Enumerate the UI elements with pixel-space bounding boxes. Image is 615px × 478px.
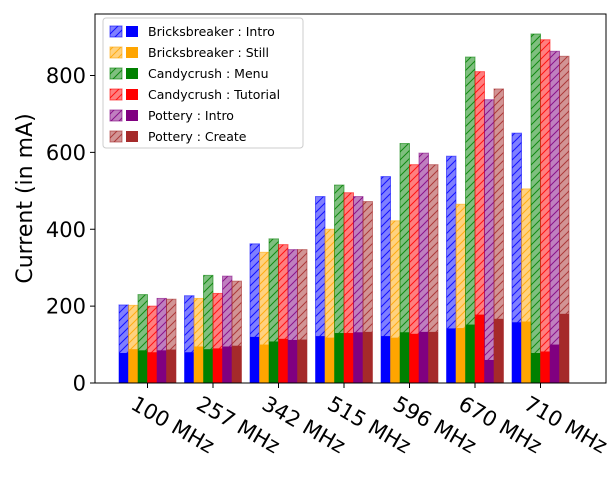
- bar-base-4-3: [353, 332, 363, 383]
- y-axis: 0 200 400 600 800: [46, 64, 95, 396]
- bar-base-2-5: [465, 324, 475, 383]
- bar-base-2-0: [138, 350, 148, 383]
- bar-base-3-6: [540, 351, 550, 383]
- bar-base-4-4: [419, 331, 429, 383]
- y-tick-label-200: 200: [46, 295, 86, 319]
- bar-base-4-1: [222, 346, 232, 383]
- bar-base-4-2: [288, 339, 298, 383]
- bar-total-4-5: [484, 99, 495, 384]
- legend-label-0: Bricksbreaker : Intro: [148, 24, 275, 39]
- y-tick-label-0: 0: [73, 372, 86, 396]
- legend-swatch-hatched-4: [109, 109, 123, 122]
- bar-base-5-0: [166, 349, 176, 383]
- bar-base-0-0: [119, 353, 129, 383]
- legend-swatch-solid-5: [126, 131, 138, 142]
- bar-base-1-6: [521, 321, 531, 383]
- legend-swatch-hatched-2: [109, 67, 123, 80]
- bar-base-4-6: [550, 344, 560, 383]
- bars-layer: [118, 33, 570, 384]
- legend-swatch-hatched-3: [109, 88, 123, 101]
- plot-frame: [94, 13, 607, 384]
- bar-base-5-4: [428, 331, 438, 383]
- bar-base-0-6: [512, 322, 522, 383]
- bar-base-5-5: [494, 318, 504, 383]
- legend-swatch-hatched-5: [109, 130, 123, 143]
- legend-label-3: Candycrush : Tutorial: [148, 87, 280, 102]
- y-tick-label-400: 400: [46, 218, 86, 242]
- legend-swatch-solid-3: [126, 89, 138, 100]
- legend-label-2: Candycrush : Menu: [148, 66, 269, 81]
- legend-swatch-solid-4: [126, 110, 138, 121]
- bar-base-0-2: [250, 336, 260, 383]
- bar-base-1-2: [259, 344, 269, 383]
- legend-swatch-solid-2: [126, 68, 138, 79]
- bar-base-3-4: [409, 333, 419, 383]
- legend-swatch-solid-1: [126, 47, 138, 58]
- bar-base-1-1: [194, 346, 204, 383]
- legend-swatch-hatched-1: [109, 46, 123, 59]
- bar-base-3-3: [344, 333, 354, 383]
- bar-base-3-2: [278, 338, 288, 383]
- bar-base-3-1: [213, 348, 223, 383]
- bar-total-4-6: [549, 50, 560, 384]
- bar-total-2-6: [530, 33, 541, 384]
- bar-base-2-1: [203, 349, 213, 383]
- bar-base-2-3: [334, 333, 344, 383]
- bar-base-1-0: [128, 349, 138, 383]
- bar-base-5-6: [559, 313, 569, 383]
- bar-base-1-4: [390, 337, 400, 383]
- bar-base-2-4: [400, 332, 410, 383]
- bar-base-3-0: [147, 352, 157, 383]
- bar-base-0-3: [315, 336, 325, 383]
- bar-total-3-6: [540, 39, 551, 384]
- bar-base-4-0: [157, 350, 167, 383]
- bar-base-5-2: [297, 339, 307, 383]
- legend-box: [102, 17, 304, 149]
- legend-label-1: Bricksbreaker : Still: [148, 45, 269, 60]
- legend-swatch-hatched-0: [109, 25, 123, 38]
- bar-base-5-1: [232, 345, 242, 383]
- legend: Bricksbreaker : Intro Bricksbreaker : Sti…: [102, 17, 304, 149]
- bar-base-0-5: [446, 328, 456, 383]
- bar-base-0-4: [381, 336, 391, 383]
- y-axis-label: Current (in mA): [13, 113, 38, 283]
- bar-base-0-1: [184, 352, 194, 383]
- legend-swatch-solid-0: [126, 26, 138, 37]
- y-tick-label-800: 800: [46, 64, 86, 88]
- bar-base-3-5: [475, 314, 485, 383]
- y-tick-label-600: 600: [46, 141, 86, 165]
- bar-base-1-5: [456, 328, 466, 383]
- bar-base-2-2: [269, 341, 279, 383]
- bar-base-4-5: [484, 359, 494, 383]
- bar-base-1-3: [325, 337, 335, 383]
- bar-base-2-6: [531, 353, 541, 383]
- legend-label-4: Pottery : Intro: [148, 108, 234, 123]
- bar-base-5-3: [363, 331, 373, 383]
- legend-label-5: Pottery : Create: [148, 129, 247, 144]
